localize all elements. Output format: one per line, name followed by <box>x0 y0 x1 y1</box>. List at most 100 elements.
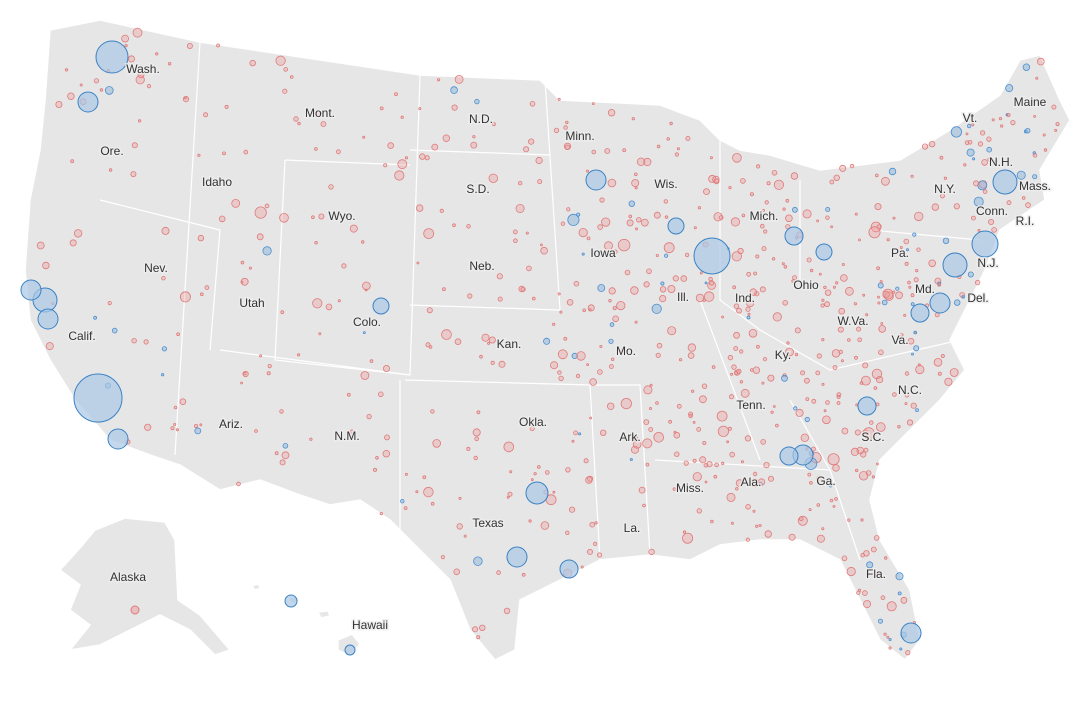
county-bubble <box>1035 76 1039 80</box>
county-bubble <box>580 565 584 569</box>
state-label: Mich. <box>750 209 779 223</box>
county-bubble <box>1005 84 1014 93</box>
county-bubble <box>466 224 471 229</box>
county-bubble <box>737 247 744 255</box>
county-bubble <box>704 480 708 484</box>
county-bubble <box>823 285 827 290</box>
county-bubble <box>659 294 667 303</box>
county-bubble <box>713 474 718 479</box>
county-bubble <box>653 211 661 219</box>
county-bubble <box>631 179 640 188</box>
state-label: Ariz. <box>219 417 243 431</box>
county-bubble <box>473 556 483 566</box>
county-bubble <box>963 163 967 167</box>
county-bubble <box>792 275 797 281</box>
county-bubble <box>987 156 993 162</box>
county-bubble <box>726 492 736 502</box>
county-bubble <box>498 360 506 368</box>
county-bubble <box>552 490 556 494</box>
county-bubble <box>95 40 129 74</box>
county-bubble <box>1025 202 1031 208</box>
state-label: Idaho <box>202 175 232 189</box>
county-bubble <box>788 533 796 541</box>
county-bubble <box>107 300 112 306</box>
county-bubble <box>827 453 840 466</box>
county-bubble <box>474 98 480 105</box>
county-bubble <box>910 302 915 307</box>
state-label: La. <box>624 521 641 535</box>
county-bubble <box>216 43 221 48</box>
county-bubble <box>825 400 830 405</box>
county-bubble <box>808 508 812 512</box>
state-label: W.Va. <box>837 314 868 328</box>
state-label: Del. <box>967 291 988 305</box>
county-bubble <box>860 553 865 558</box>
county-bubble <box>973 180 980 187</box>
county-bubble <box>696 426 702 432</box>
county-bubble <box>855 468 859 473</box>
county-bubble <box>506 546 528 568</box>
county-bubble <box>659 286 667 293</box>
county-bubble <box>37 308 59 330</box>
state-label: Ill. <box>677 290 689 304</box>
county-bubble <box>346 392 351 397</box>
state-label: Neb. <box>469 259 494 273</box>
county-bubble <box>805 397 810 402</box>
county-bubble <box>979 130 986 136</box>
county-bubble <box>609 322 615 327</box>
state-label: Colo. <box>353 315 381 329</box>
state-label: Ky. <box>775 348 791 362</box>
county-bubble <box>611 357 615 361</box>
county-bubble <box>183 96 187 100</box>
county-bubble <box>971 230 999 258</box>
county-bubble <box>604 148 611 154</box>
county-bubble <box>565 530 570 535</box>
county-bubble <box>772 405 776 408</box>
state-borders <box>99 41 981 561</box>
county-bubble <box>759 223 765 229</box>
county-bubble <box>573 280 580 287</box>
county-bubble <box>977 141 984 147</box>
county-bubble <box>740 388 750 398</box>
county-bubble <box>682 532 694 544</box>
county-bubble <box>967 271 974 278</box>
county-bubble <box>730 217 741 227</box>
county-bubble <box>1006 200 1012 206</box>
county-bubble <box>179 291 191 303</box>
county-bubble <box>771 170 778 176</box>
county-bubble <box>432 439 442 448</box>
county-bubble <box>1024 127 1031 134</box>
county-bubble <box>416 261 420 265</box>
county-bubble <box>540 521 550 530</box>
county-bubble <box>882 288 894 300</box>
county-bubble <box>678 358 683 362</box>
county-bubble <box>515 203 525 213</box>
county-bubble <box>138 119 142 123</box>
county-bubble <box>218 215 226 223</box>
county-bubble <box>912 232 917 237</box>
county-bubble <box>568 506 576 513</box>
county-bubble <box>559 559 579 579</box>
state-label: Ore. <box>100 144 123 158</box>
county-bubble <box>881 176 890 186</box>
county-bubble <box>903 238 910 245</box>
county-bubble <box>400 499 405 504</box>
county-bubble <box>733 303 740 309</box>
county-bubble <box>716 410 728 422</box>
county-bubble <box>628 214 633 219</box>
county-bubble <box>383 163 388 168</box>
county-bubble <box>871 475 876 479</box>
county-bubble <box>915 268 919 273</box>
county-bubble <box>441 329 452 340</box>
county-bubble <box>755 524 759 528</box>
county-bubble <box>1022 63 1031 71</box>
county-bubble <box>256 233 264 241</box>
county-bubble <box>986 146 992 153</box>
county-bubble <box>629 457 633 461</box>
county-bubble <box>337 299 341 303</box>
county-bubble <box>688 413 693 419</box>
county-bubble <box>203 112 209 118</box>
county-bubble <box>325 303 333 311</box>
county-bubble <box>557 292 561 296</box>
county-bubble <box>728 186 732 190</box>
